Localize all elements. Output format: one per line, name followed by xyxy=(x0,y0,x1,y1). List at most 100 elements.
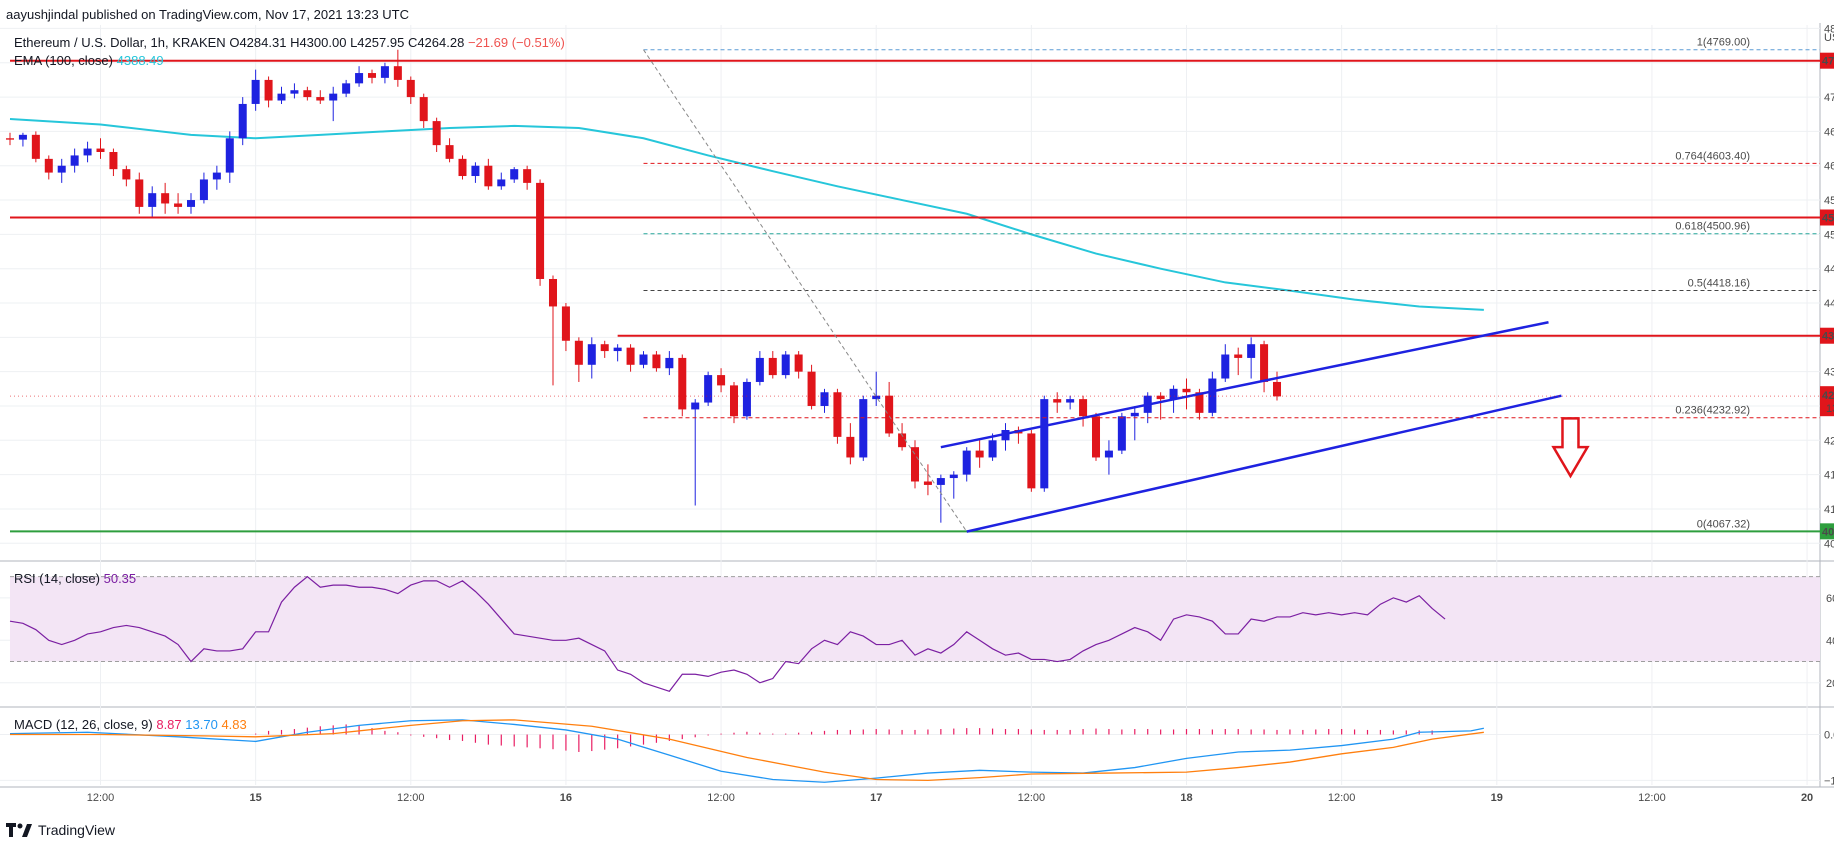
price-axis-label: 4400.00 xyxy=(1824,298,1834,310)
candle-body xyxy=(704,375,713,403)
candle-body xyxy=(652,354,661,369)
price-axis-label: 4200.00 xyxy=(1824,435,1834,447)
candle-body xyxy=(820,392,829,406)
candle xyxy=(898,423,907,451)
candle xyxy=(96,138,105,159)
candle xyxy=(717,368,726,393)
fib-level-label: 0.764(4603.40) xyxy=(1675,150,1750,162)
resistance-price-tag xyxy=(1820,209,1834,226)
time-axis-label: 15 xyxy=(250,792,262,804)
fib-level-label: 0.236(4232.92) xyxy=(1675,405,1750,417)
candle-body xyxy=(264,79,273,101)
candle xyxy=(768,351,777,379)
channel-upper-line xyxy=(940,321,1549,449)
ohlc-open: O4284.31 xyxy=(229,35,287,50)
candle xyxy=(1001,423,1010,451)
macd-hist-value: 8.87 xyxy=(156,717,182,732)
fib-level-label: 0(4067.32) xyxy=(1697,518,1750,530)
rsi-label: RSI (14, close) xyxy=(14,571,100,586)
candle xyxy=(1260,340,1269,393)
candle xyxy=(1182,378,1191,410)
candle xyxy=(729,381,739,424)
candle xyxy=(5,132,15,146)
price-axis-label: 4550.00 xyxy=(1824,195,1834,207)
candle-body xyxy=(665,357,674,369)
candle xyxy=(548,275,558,386)
candle xyxy=(691,399,700,506)
rsi-axis-label: 60.00 xyxy=(1826,593,1834,605)
candle-body xyxy=(962,450,971,475)
candle-body xyxy=(367,73,377,78)
candle xyxy=(432,117,441,152)
candle xyxy=(264,76,273,108)
candle xyxy=(600,340,609,358)
candle-body xyxy=(186,200,196,207)
rsi-value: 50.35 xyxy=(103,571,137,586)
candle-body xyxy=(587,344,596,365)
candle-body xyxy=(548,278,558,307)
ema-legend[interactable]: EMA (100, close) 4388.49 xyxy=(14,53,164,68)
candle-body xyxy=(225,138,234,173)
time-axis-label: 19 xyxy=(1491,792,1503,804)
candle-body xyxy=(626,347,635,365)
candle xyxy=(846,423,855,465)
candle xyxy=(277,86,286,104)
time-axis-label: 18 xyxy=(1180,792,1192,804)
candle-body xyxy=(1234,354,1243,358)
candle-body xyxy=(833,392,842,437)
macd-line xyxy=(9,719,1484,783)
resistance-price-label: 4352.35 xyxy=(1822,331,1834,343)
candle-body xyxy=(458,158,467,177)
resistance-price-tag xyxy=(1820,52,1834,69)
candle-body xyxy=(523,169,532,183)
candle-body xyxy=(238,103,247,139)
candle-body xyxy=(199,179,208,201)
candle xyxy=(70,148,79,173)
candle-body xyxy=(497,179,506,187)
candle-body xyxy=(600,344,609,352)
candle xyxy=(807,364,816,410)
tradingview-logo[interactable]: TradingView xyxy=(6,822,115,838)
candle xyxy=(626,344,635,372)
candle xyxy=(174,193,183,214)
candle xyxy=(936,474,945,523)
candle xyxy=(186,193,196,214)
resistance-price-label: 4753.01 xyxy=(1822,56,1834,68)
support-price-tag xyxy=(1820,523,1834,540)
candle xyxy=(1040,395,1049,492)
ohlc-change: −21.69 (−0.51%) xyxy=(467,35,565,50)
rsi-legend[interactable]: RSI (14, close) 50.35 xyxy=(14,571,136,586)
candle-body xyxy=(613,347,622,352)
rsi-band xyxy=(10,576,1820,662)
candle-body xyxy=(781,354,790,376)
last-price-label: 4264.28 xyxy=(1822,390,1834,402)
candle-body xyxy=(342,83,351,94)
candle-body xyxy=(846,436,855,458)
macd-signal-line xyxy=(10,719,1484,782)
candle-body xyxy=(755,357,764,382)
candle-body xyxy=(510,169,519,180)
last-price-tag xyxy=(1820,386,1834,417)
candle-body xyxy=(419,97,428,122)
candle-body xyxy=(1066,399,1075,403)
candle xyxy=(303,86,312,101)
candle-body xyxy=(717,375,726,386)
price-axis-label: 4300.00 xyxy=(1824,367,1834,379)
candle-body xyxy=(445,145,454,159)
candle-body xyxy=(574,340,583,365)
candle xyxy=(44,155,53,180)
macd-legend[interactable]: MACD (12, 26, close, 9) 8.87 13.70 4.83 xyxy=(14,717,247,732)
candle xyxy=(1130,405,1139,441)
last-price-countdown: 13:35 xyxy=(1826,403,1834,415)
candle-body xyxy=(5,138,15,140)
price-axis-label: 4800.00 xyxy=(1824,23,1834,35)
support-price-label: 4067.40 xyxy=(1822,526,1834,538)
candle xyxy=(445,138,454,163)
ema-line xyxy=(9,118,1484,311)
time-axis-label: 20 xyxy=(1801,792,1813,804)
rsi-axis-label: 40.00 xyxy=(1826,635,1834,647)
resistance-price-label: 4524.57 xyxy=(1822,213,1834,225)
ohlc-low: L4257.95 xyxy=(350,35,405,50)
fib-level-label: 1(4769.00) xyxy=(1697,37,1750,49)
